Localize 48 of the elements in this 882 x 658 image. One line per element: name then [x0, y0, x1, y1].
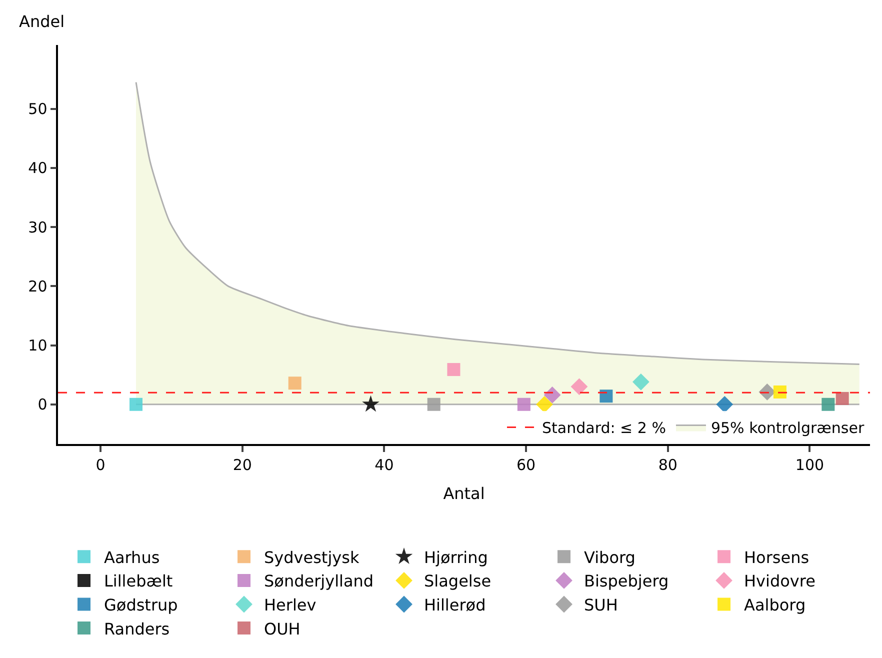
x-tick-label: 100 [795, 456, 824, 474]
y-tick-label: 40 [28, 159, 48, 178]
x-tick-label: 0 [96, 456, 106, 474]
point [600, 390, 613, 403]
point [544, 386, 561, 404]
x-tick-label: 20 [232, 456, 252, 474]
point [288, 376, 302, 390]
y-tick-label: 10 [28, 336, 48, 355]
legend-label: Hillerød [424, 596, 486, 614]
point [570, 378, 588, 396]
point [836, 392, 849, 405]
y-axis-title: Andel [19, 12, 65, 31]
point [130, 398, 143, 411]
legend-label: Herlev [264, 596, 316, 614]
legend-label: Aarhus [104, 548, 160, 567]
point [517, 398, 530, 411]
point [362, 395, 380, 412]
point [632, 373, 650, 390]
legend-label: Randers [104, 619, 170, 638]
point [447, 363, 460, 376]
point [536, 396, 553, 413]
legend-label: Horsens [744, 548, 810, 567]
legend-label: Bispebjerg [584, 572, 669, 591]
point [427, 398, 440, 411]
legend-label: Sydvestjysk [264, 548, 360, 567]
legend-label: Viborg [584, 548, 636, 567]
legend-label: Hvidovre [744, 572, 816, 591]
legend-label: Gødstrup [104, 596, 178, 614]
x-tick-label: 80 [658, 456, 678, 474]
x-tick-label: 40 [374, 456, 394, 474]
legend-label: Standard: ≤ 2 % [542, 419, 666, 438]
y-tick-label: 30 [28, 218, 48, 236]
legend-label: Hjørring [424, 548, 488, 567]
legend-label: Sønderjylland [264, 572, 374, 591]
point [773, 385, 786, 398]
legend-label: Aalborg [744, 596, 806, 614]
y-tick-label: 50 [28, 100, 48, 118]
legend-label: 95% kontrolgrænser [710, 419, 865, 438]
x-tick-label: 60 [516, 456, 536, 474]
legend-label: SUH [584, 596, 618, 614]
legend-label: OUH [264, 619, 300, 638]
y-tick-label: 0 [38, 396, 48, 414]
x-axis-title: Antal [443, 484, 485, 503]
point [716, 396, 734, 413]
y-tick-label: 20 [28, 277, 48, 296]
point [822, 398, 835, 411]
legend-label: Slagelse [424, 572, 492, 591]
legend-label: Lillebælt [104, 572, 173, 591]
